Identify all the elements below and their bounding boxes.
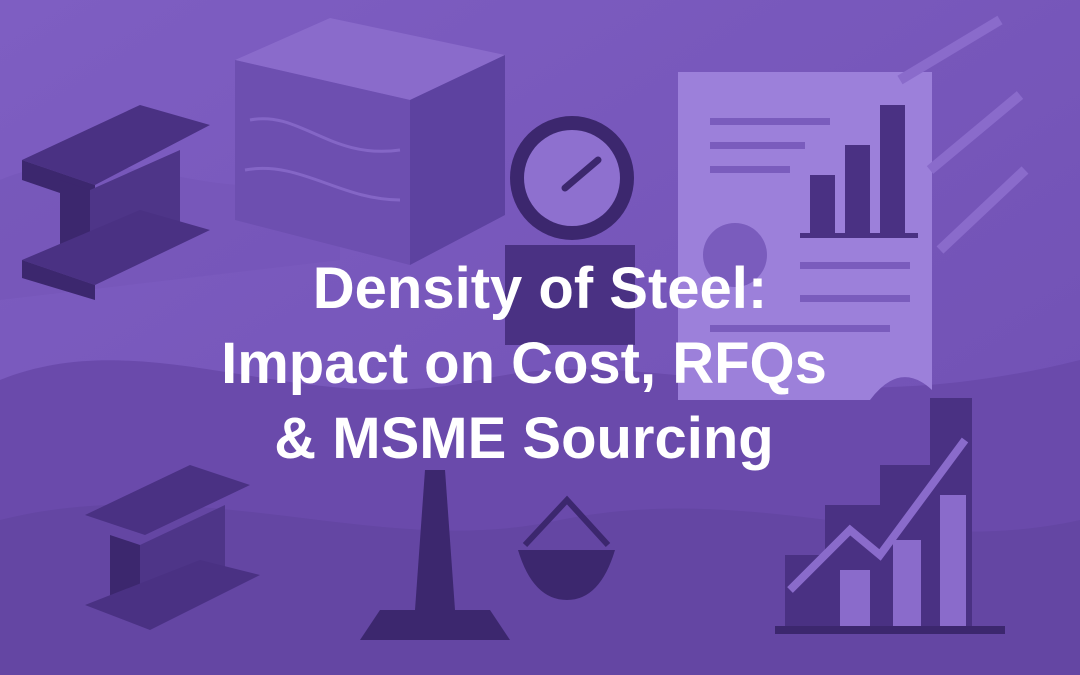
- i-beam: [22, 105, 210, 300]
- steel-cube: [235, 18, 505, 265]
- gauge: [505, 116, 635, 345]
- title-line: Density of Steel:: [313, 256, 767, 321]
- title-line: & MSME Sourcing: [274, 406, 773, 471]
- report-document: [678, 72, 932, 400]
- title-line: Impact on Cost, RFQs: [221, 331, 827, 396]
- trend-arrows: [897, 15, 1029, 254]
- i-beam: [85, 465, 260, 630]
- growth-chart: [775, 398, 1005, 634]
- balance-scale: [360, 470, 615, 640]
